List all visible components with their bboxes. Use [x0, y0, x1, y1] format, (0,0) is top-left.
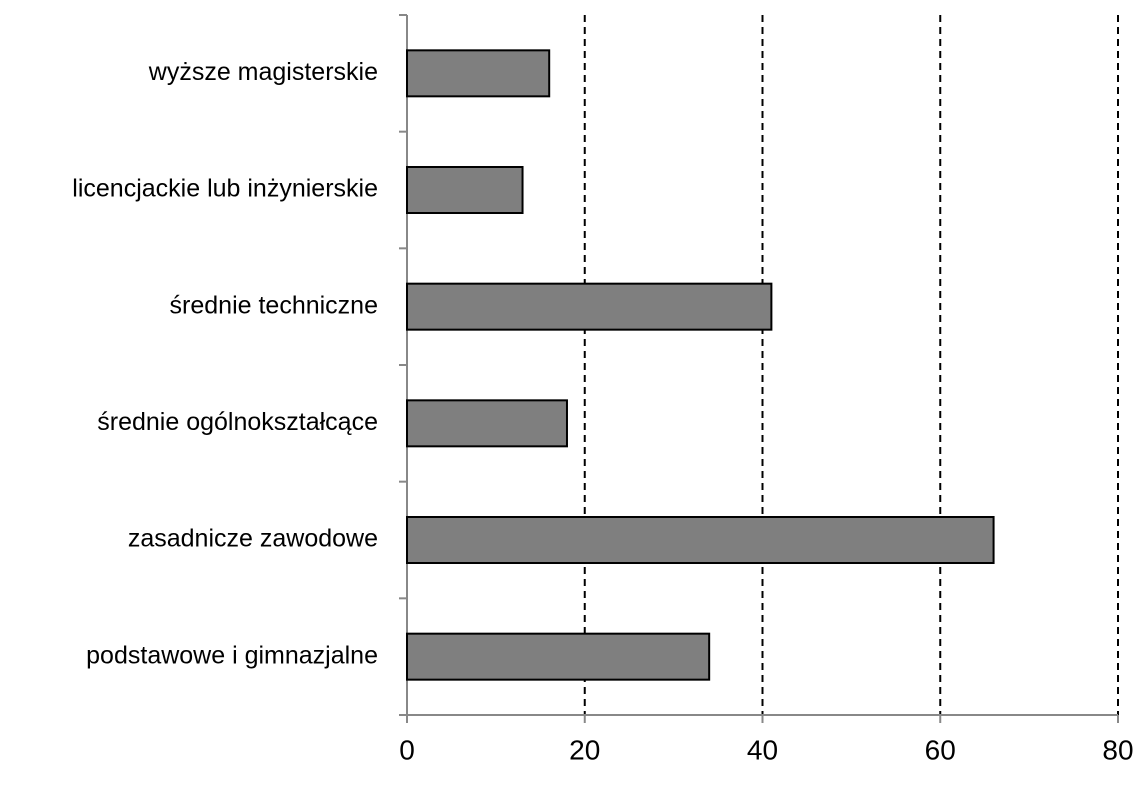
y-tick-label: zasadnicze zawodowe — [128, 525, 378, 553]
bar — [406, 49, 551, 98]
x-tick-label: 80 — [1102, 734, 1133, 765]
x-tick-label: 60 — [925, 734, 956, 765]
x-tick-label: 40 — [747, 734, 778, 765]
y-tick-label: średnie techniczne — [170, 291, 378, 319]
bar — [406, 632, 711, 681]
x-tick-label: 0 — [399, 734, 415, 765]
x-tick-label: 20 — [569, 734, 600, 765]
bar — [406, 282, 773, 331]
bar — [406, 399, 568, 448]
bar — [406, 516, 995, 564]
bar — [406, 166, 524, 214]
y-tick-label: średnie ogólnokształcące — [97, 408, 378, 436]
y-tick-label: podstawowe i gimnazjalne — [86, 641, 378, 669]
y-tick-label: licencjackie lub inżynierskie — [72, 175, 378, 203]
y-tick-label: wyższe magisterskie — [148, 58, 378, 86]
